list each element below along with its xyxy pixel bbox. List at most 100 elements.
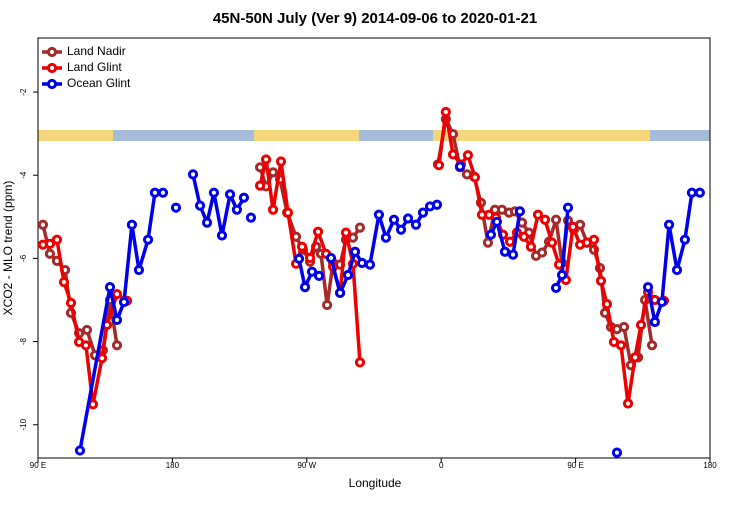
point (546, 237, 558, 248)
map-strip (38, 130, 710, 141)
point (149, 187, 161, 198)
point (187, 169, 199, 180)
point (325, 252, 337, 264)
point (157, 187, 169, 198)
point (514, 206, 525, 217)
x-tick-label: 180 (166, 461, 180, 470)
point (485, 229, 497, 240)
point (322, 299, 333, 311)
point (395, 224, 407, 235)
point (646, 340, 658, 351)
point (504, 236, 516, 247)
point (340, 227, 352, 238)
land-strip (38, 130, 113, 141)
point (622, 398, 634, 409)
legend-marker (46, 46, 58, 58)
point (550, 214, 562, 225)
point (588, 234, 600, 245)
point (111, 289, 123, 300)
y-tick-label: -4 (19, 171, 28, 179)
legend-label: Land Glint (67, 60, 122, 74)
point (224, 189, 236, 200)
point (238, 192, 250, 203)
chart-title: 45N-50N July (Ver 9) 2014-09-06 to 2020-… (213, 10, 537, 27)
x-tick-label: 90 W (297, 461, 316, 470)
point (499, 246, 511, 257)
point (532, 209, 544, 220)
plot-frame (37, 37, 711, 459)
point (618, 321, 630, 333)
point (417, 207, 429, 218)
point (65, 297, 77, 308)
point (133, 264, 145, 276)
point (364, 259, 376, 270)
point (642, 281, 654, 293)
x-tick-label: 90 E (30, 461, 46, 470)
point (649, 316, 660, 328)
point (58, 276, 70, 288)
point (388, 214, 400, 225)
point (347, 232, 359, 243)
point (81, 324, 93, 336)
point (629, 352, 641, 363)
point (402, 213, 414, 224)
point (44, 238, 56, 249)
point (539, 214, 551, 225)
point (282, 207, 294, 218)
point (293, 253, 305, 264)
point (104, 281, 116, 293)
legend-label: Land Nadir (67, 44, 126, 58)
point (216, 230, 228, 241)
point (462, 150, 474, 161)
point (111, 340, 123, 351)
point (373, 209, 385, 220)
point (354, 222, 366, 233)
ocean-strip (650, 130, 710, 141)
point (142, 234, 154, 245)
y-tick-label: -6 (19, 254, 28, 262)
point (469, 172, 481, 183)
point (299, 281, 311, 293)
legend-marker (46, 78, 58, 90)
point (118, 296, 130, 308)
point (536, 247, 548, 258)
y-tick-label: -8 (19, 337, 28, 345)
ocean-strip (359, 130, 433, 141)
point (550, 282, 562, 294)
point (567, 221, 579, 232)
y-axis-label: XCO2 - MLO trend (ppm) (1, 181, 15, 316)
point (454, 161, 466, 172)
point (267, 167, 279, 178)
point (304, 252, 316, 264)
point (686, 187, 698, 198)
point (679, 234, 691, 245)
point (356, 257, 368, 269)
point (615, 340, 627, 351)
point (694, 187, 705, 198)
point (671, 264, 683, 276)
point (37, 219, 49, 230)
point (349, 246, 361, 257)
point (656, 296, 668, 308)
point (433, 160, 445, 171)
point (170, 202, 182, 213)
point (595, 275, 607, 286)
point (635, 319, 647, 331)
point (380, 232, 392, 243)
point (312, 226, 324, 237)
point (410, 219, 422, 230)
point (663, 219, 675, 230)
legend-label: Ocean Glint (67, 76, 131, 90)
point (507, 249, 519, 260)
x-tick-label: 90 E (567, 461, 583, 470)
point (342, 269, 354, 281)
x-tick-label: 180 (703, 461, 717, 470)
point (260, 154, 272, 165)
y-tick-label: -2 (19, 88, 28, 96)
point (601, 299, 613, 310)
point (245, 212, 257, 223)
point (96, 353, 108, 364)
point (562, 202, 574, 213)
point (126, 219, 138, 230)
point (335, 287, 346, 299)
